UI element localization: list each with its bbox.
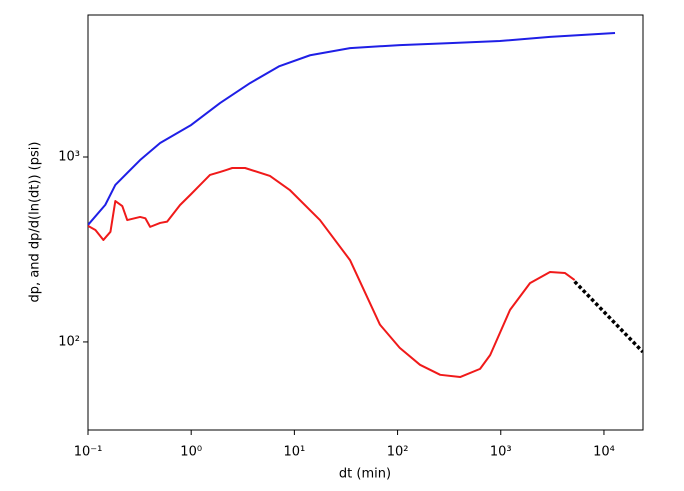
data-line <box>88 32 616 226</box>
x-tick-label: 10¹ <box>283 445 305 460</box>
y-tick-label: 10³ <box>58 150 80 165</box>
x-axis-label: dt (min) <box>339 467 391 482</box>
x-tick-label: 10² <box>387 445 409 460</box>
data-line <box>573 280 643 354</box>
x-tick-label: 10⁰ <box>180 445 202 460</box>
data-line <box>88 167 576 379</box>
plot-frame <box>87 14 644 431</box>
x-tick-label: 10⁻¹ <box>74 445 103 460</box>
y-tick-label: 10² <box>58 334 80 349</box>
x-tick-label: 10⁴ <box>593 445 615 460</box>
x-tick-label: 10³ <box>490 445 512 460</box>
y-axis-label: dp, and dp/d(ln(dt)) (psi) <box>28 142 43 303</box>
